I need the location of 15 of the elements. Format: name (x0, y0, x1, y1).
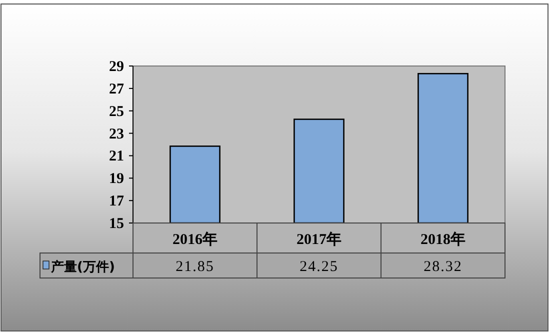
y-tick-label: 27 (109, 81, 124, 98)
y-tick-label: 15 (109, 216, 124, 232)
data-label: 28.32 (424, 259, 462, 275)
x-tick-label: 2017年 (296, 231, 342, 248)
x-tick-label: 2016年 (172, 231, 218, 248)
x-tick-label: 2018年 (420, 231, 466, 248)
y-tick-label: 25 (109, 104, 124, 120)
data-label: 24.25 (300, 259, 338, 275)
y-tick-label: 21 (109, 148, 124, 165)
y-tick-label: 17 (109, 194, 124, 210)
y-tick-label: 19 (109, 171, 124, 188)
legend-label: 产量(万件) (50, 259, 115, 275)
y-tick-label: 23 (109, 126, 124, 142)
y-tick-label: 29 (109, 59, 124, 75)
data-label: 21.85 (176, 259, 214, 275)
